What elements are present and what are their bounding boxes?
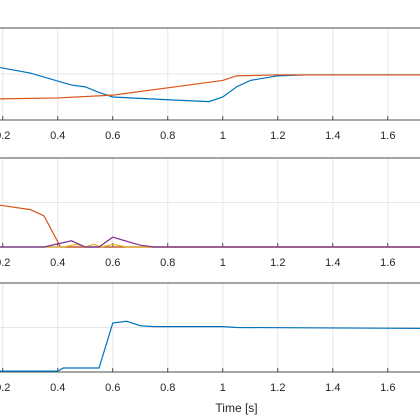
x-tick-label: 1.4 bbox=[325, 257, 340, 269]
x-tick-label: 0.2 bbox=[0, 130, 10, 142]
x-tick-label: 1 bbox=[220, 130, 226, 142]
x-tick-label: 0.4 bbox=[50, 130, 65, 142]
x-tick-label: 0.8 bbox=[160, 130, 175, 142]
x-axis-label: Time [s] bbox=[215, 401, 257, 415]
axes-box bbox=[0, 282, 420, 373]
data-line bbox=[0, 74, 420, 100]
x-tick-label: 1.6 bbox=[380, 130, 395, 142]
x-tick-label: 0.2 bbox=[0, 257, 10, 269]
data-line bbox=[0, 204, 420, 248]
x-tick-label: 1.2 bbox=[270, 257, 285, 269]
x-tick-label: 0.2 bbox=[0, 382, 10, 394]
x-tick-label: 0.6 bbox=[105, 130, 120, 142]
x-tick-label: 0.6 bbox=[105, 257, 120, 269]
x-tick-label: 1 bbox=[220, 257, 226, 269]
x-tick-label: 0.8 bbox=[160, 382, 175, 394]
data-line bbox=[0, 320, 420, 372]
x-tick-label: 1 bbox=[220, 382, 226, 394]
x-tick-label: 0.8 bbox=[160, 257, 175, 269]
x-tick-label: 0.4 bbox=[50, 382, 65, 394]
x-tick-label: 1.6 bbox=[380, 257, 395, 269]
x-tick-label: 1.6 bbox=[380, 382, 395, 394]
x-tick-label: 1.4 bbox=[325, 382, 340, 394]
data-line bbox=[0, 66, 420, 103]
axes-box bbox=[0, 27, 420, 121]
x-tick-label: 1.2 bbox=[270, 130, 285, 142]
data-line bbox=[0, 243, 420, 248]
x-tick-label: 1.4 bbox=[325, 130, 340, 142]
x-tick-label: 0.4 bbox=[50, 257, 65, 269]
x-tick-label: 0.6 bbox=[105, 382, 120, 394]
x-tick-label: 1.2 bbox=[270, 382, 285, 394]
data-line bbox=[0, 236, 420, 248]
